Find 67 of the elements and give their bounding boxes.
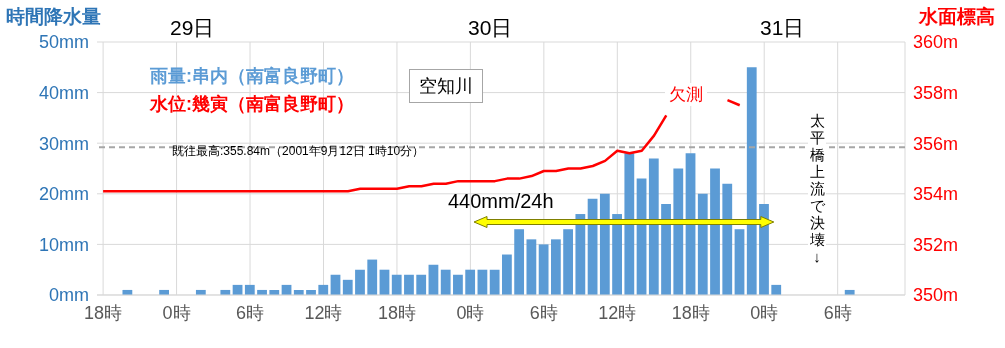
y-tick-label: 10mm [38, 234, 89, 255]
y2-tick-label: 358m [913, 82, 959, 103]
bar [697, 193, 708, 295]
bar [612, 214, 622, 295]
y-tick-label: 20mm [38, 184, 89, 205]
bar [575, 214, 586, 295]
bar [404, 274, 414, 295]
bar [489, 269, 500, 295]
x-tick-label: 6時 [236, 303, 265, 323]
y2-tick-label: 350m [913, 285, 959, 306]
y2-tick-label: 360m [913, 32, 959, 53]
text: 水位:幾寅（南富良野町） [150, 93, 354, 116]
y2-tick-label: 352m [913, 234, 959, 255]
bar [416, 274, 427, 295]
bar [771, 284, 782, 295]
bar [526, 239, 537, 295]
x-tick-label: 0時 [750, 303, 779, 323]
bar [550, 239, 561, 295]
bar [746, 67, 757, 295]
x-tick-label: 18時 [671, 303, 710, 323]
bar [244, 284, 255, 295]
x-tick-label: 12時 [598, 303, 637, 323]
text: 太平橋上流で決壊↓ [809, 112, 825, 265]
annotation: 空知川 [409, 69, 483, 103]
x-tick-label: 6時 [823, 303, 852, 323]
text: 30日 [468, 15, 513, 41]
bar [661, 203, 671, 295]
text: 雨量:串内（南富良野町） [150, 65, 354, 88]
y-tick-label: 50mm [38, 32, 89, 53]
bar [514, 229, 525, 295]
y2-tick-label: 354m [913, 184, 959, 205]
bar [624, 153, 635, 295]
bar [538, 244, 549, 295]
bar [710, 168, 720, 295]
bar [440, 269, 451, 295]
annotation: 欠測 [665, 83, 707, 106]
bar [355, 269, 365, 295]
bar [502, 254, 512, 295]
bar [342, 279, 353, 295]
bar [563, 229, 574, 295]
x-tick-label: 18時 [377, 303, 416, 323]
bar [465, 269, 476, 295]
x-tick-label: 0時 [162, 303, 191, 323]
ref-line-label: 既往最高:355.84m（2001年9月12日 1時10分） [172, 143, 425, 158]
bar [734, 229, 745, 295]
text: 29日 [170, 15, 215, 41]
text: 31日 [760, 15, 805, 41]
bar [759, 203, 769, 295]
annotation: 440mm/24h [448, 190, 554, 213]
y2-tick-label: 356m [913, 133, 959, 154]
y2-axis-title: 水面標高 [919, 5, 995, 29]
bar [722, 183, 733, 295]
bar [318, 284, 329, 295]
x-tick-label: 18時 [84, 303, 123, 323]
bar [453, 274, 463, 295]
bar [599, 193, 610, 295]
x-tick-label: 0時 [456, 303, 485, 323]
y-axis-title: 時間降水量 [6, 5, 101, 29]
x-tick-label: 6時 [529, 303, 558, 323]
bar [648, 158, 659, 295]
x-tick-label: 12時 [304, 303, 343, 323]
bar [673, 168, 684, 295]
y-tick-label: 40mm [38, 82, 89, 103]
y-tick-label: 0mm [49, 285, 89, 306]
bar [391, 274, 402, 295]
y-tick-label: 30mm [38, 133, 89, 154]
bar [367, 259, 378, 295]
